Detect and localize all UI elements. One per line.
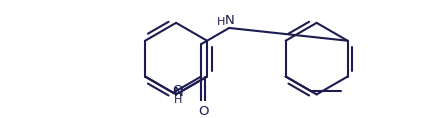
- Text: N: N: [225, 14, 234, 27]
- Text: O: O: [198, 105, 208, 118]
- Text: N: N: [174, 86, 184, 99]
- Text: H: H: [217, 17, 226, 27]
- Text: O: O: [172, 84, 183, 97]
- Text: H: H: [174, 95, 182, 105]
